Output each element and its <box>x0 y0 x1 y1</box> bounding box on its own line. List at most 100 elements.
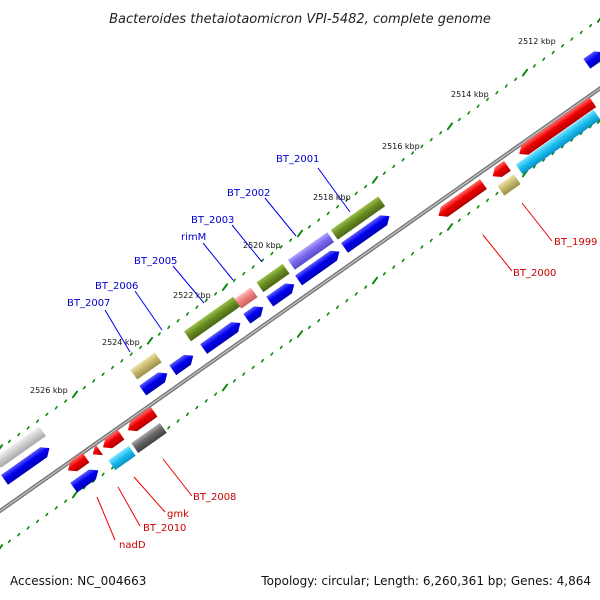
feature-cyan-gmk[interactable] <box>108 445 136 471</box>
dots-outer-upper-tick <box>120 359 124 363</box>
gene-label-bt2003[interactable]: BT_2003 <box>191 215 234 226</box>
tick-label-2520: 2520 kbp <box>243 241 281 250</box>
dots-outer-upper-tick <box>242 271 246 276</box>
dots-outer-upper-tick <box>439 131 443 135</box>
gene-label-rimm[interactable]: rimM <box>181 232 206 243</box>
dots-outer-upper-tick <box>204 298 208 303</box>
dots-outer-lower-tick <box>410 251 415 256</box>
tick-label-2516: 2516 kbp <box>382 142 420 151</box>
callout-line-nadd <box>96 496 116 541</box>
gene-label-bt2005[interactable]: BT_2005 <box>134 256 177 267</box>
map-title: Bacteroides thetaiotaomicron VPI-5482, c… <box>109 12 491 27</box>
callout-line-bt2008 <box>162 458 193 497</box>
gene-features <box>0 47 600 493</box>
dots-outer-upper-tick <box>185 312 190 316</box>
gene-label-bt2000[interactable]: BT_2000 <box>513 268 556 279</box>
callout-line-bt2005 <box>172 265 205 304</box>
dots-outer-upper-tick <box>467 111 471 115</box>
feature-red-nadd-1[interactable] <box>89 444 103 459</box>
gene-label-bt2008[interactable]: BT_2008 <box>193 492 236 503</box>
callout-lines <box>96 167 553 541</box>
feature-bt2001-fwd[interactable] <box>341 211 393 253</box>
dots-outer-lower-tick <box>221 383 229 392</box>
dots-outer-upper-tick <box>289 238 293 242</box>
feature-bt2002-fwd[interactable] <box>295 247 343 286</box>
dots-outer-upper-tick <box>0 444 4 450</box>
dots-outer-lower-tick <box>71 490 79 499</box>
feature-olive-2[interactable] <box>256 263 290 293</box>
feature-bt2006-fwd[interactable] <box>200 318 244 354</box>
callout-line-bt2006 <box>134 290 163 331</box>
feature-olive-1[interactable] <box>330 196 386 240</box>
dots-outer-lower-tick <box>317 318 321 323</box>
feature-red-bt2008[interactable] <box>124 406 158 435</box>
dots-outer-upper-tick <box>214 292 218 296</box>
feature-red-nadd-2[interactable] <box>65 452 90 475</box>
gene-label-bt2002[interactable]: BT_2002 <box>227 188 270 199</box>
dots-outer-upper-tick <box>420 144 424 149</box>
dots-outer-lower-tick <box>82 486 86 490</box>
dots-outer-lower-tick <box>260 358 265 363</box>
dots-outer-upper-tick <box>101 372 105 377</box>
callout-line-gmk <box>133 476 166 513</box>
feature-left-fwd[interactable] <box>1 443 53 485</box>
topology-text: Topology: circular; Length: 6,260,361 bp… <box>260 574 591 588</box>
dots-outer-lower-tick <box>364 285 368 289</box>
dots-outer-lower-tick <box>446 223 454 231</box>
dots-outer-upper-tick <box>485 97 490 102</box>
feature-red-small[interactable] <box>489 160 511 181</box>
dots-outer-upper-tick <box>167 325 171 330</box>
dots-outer-upper-tick <box>232 278 236 283</box>
dots-outer-lower-tick <box>476 205 480 209</box>
feature-red-gmk[interactable] <box>100 429 125 452</box>
dots-outer-upper-tick <box>570 37 574 41</box>
dots-outer-upper-tick <box>392 164 396 169</box>
dots-outer-upper-tick <box>17 432 21 437</box>
dots-outer-lower-tick <box>560 144 565 149</box>
feature-bt2005-fwd[interactable] <box>243 302 266 324</box>
feature-gray-dark[interactable] <box>131 423 167 453</box>
dots-outer-upper-tick <box>176 318 180 323</box>
gene-label-gmk[interactable]: gmk <box>167 509 189 520</box>
dots-outer-upper-tick <box>410 151 415 155</box>
dots-outer-lower-tick <box>242 372 246 376</box>
gene-label-nadd[interactable]: nadD <box>119 540 146 551</box>
feature-pink[interactable] <box>234 287 258 309</box>
dots-outer-upper-tick <box>26 426 30 430</box>
feature-topright-fwd[interactable] <box>583 47 600 69</box>
feature-bt2007-fwd[interactable] <box>169 351 196 376</box>
dots-outer-lower-tick <box>289 338 293 343</box>
feature-cyan-top[interactable] <box>515 109 600 175</box>
feature-lightgray[interactable] <box>0 426 46 468</box>
dots-outer-upper-tick <box>371 176 379 184</box>
dots-outer-upper-tick <box>317 218 321 222</box>
gene-label-bt2010[interactable]: BT_2010 <box>143 523 186 534</box>
dots-outer-lower-tick <box>401 258 405 263</box>
dots-outer-lower-tick <box>195 405 199 410</box>
dots-outer-upper-tick <box>514 77 518 82</box>
gene-label-bt2001[interactable]: BT_2001 <box>276 154 319 165</box>
tick-labels: 2512 kbp 2514 kbp 2516 kbp 2518 kbp 2520… <box>30 37 556 395</box>
feature-lower-fwd[interactable] <box>70 465 101 493</box>
tick-label-2524: 2524 kbp <box>102 338 140 347</box>
feature-purple[interactable] <box>287 232 335 270</box>
dots-outer-upper-tick <box>92 379 96 383</box>
feature-olive-3[interactable] <box>184 296 240 342</box>
genome-backbone <box>0 86 600 514</box>
gene-label-bt1999[interactable]: BT_1999 <box>554 237 597 248</box>
feature-small-fwd[interactable] <box>139 368 170 396</box>
feature-red-top-1[interactable] <box>516 97 597 159</box>
feature-rimm-fwd[interactable] <box>266 279 297 307</box>
callout-line-bt2010 <box>117 486 141 527</box>
dots-outer-lower-tick <box>420 245 424 249</box>
dots-outer-upper-tick <box>335 204 340 209</box>
dots-outer-upper-tick <box>382 171 386 175</box>
gene-label-bt2007[interactable]: BT_2007 <box>67 298 110 309</box>
dots-outer-lower-tick <box>371 276 379 285</box>
dots-outer-upper-tick <box>7 439 11 444</box>
gene-label-bt2006[interactable]: BT_2006 <box>95 281 138 292</box>
dots-outer-lower-tick <box>296 330 304 338</box>
feature-khaki-2[interactable] <box>497 174 521 196</box>
feature-red-bt2000[interactable] <box>435 179 487 221</box>
feature-khaki-1[interactable] <box>130 352 162 380</box>
